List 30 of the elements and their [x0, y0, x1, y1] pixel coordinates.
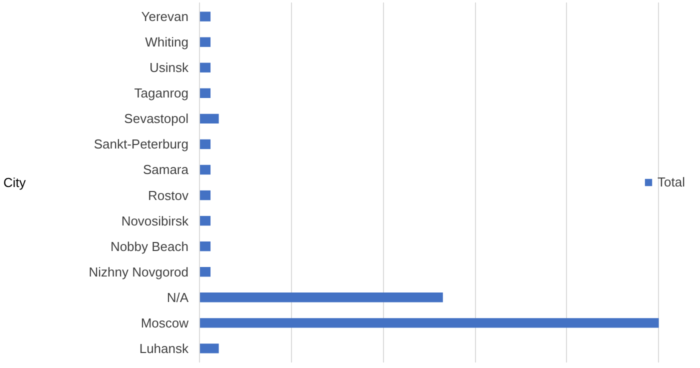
legend-label: Total — [658, 174, 685, 190]
y-tick-label: Whiting — [145, 34, 189, 50]
y-tick-label: Novosibirsk — [121, 213, 189, 228]
bar — [200, 139, 211, 150]
bar — [200, 292, 443, 302]
y-tick-label: Moscow — [140, 315, 190, 330]
y-tick-label: Taganrog — [134, 86, 189, 101]
bar — [200, 114, 219, 124]
y-tick-label: Yerevan — [141, 9, 189, 24]
bar — [200, 88, 211, 98]
bar — [200, 12, 211, 22]
bar — [200, 267, 211, 277]
y-tick-label: N/A — [166, 290, 189, 305]
bar — [200, 62, 211, 72]
bar — [200, 190, 211, 200]
y-tick-label: Luhansk — [139, 340, 189, 356]
y-tick-label: Rostov — [148, 188, 189, 203]
bar — [200, 216, 211, 226]
bar — [200, 164, 211, 175]
bar — [200, 344, 219, 354]
y-tick-label: Samara — [142, 162, 190, 178]
bar — [200, 318, 659, 328]
y-tick-label: Usinsk — [149, 60, 189, 76]
y-tick-label: Sevastopol — [124, 111, 189, 126]
y-axis-title: City — [3, 175, 26, 190]
y-tick-label: Nobby Beach — [110, 238, 189, 254]
bar — [200, 241, 211, 252]
bar — [200, 37, 211, 47]
y-tick-label: Sankt-Peterburg — [94, 136, 189, 152]
y-tick-label: Nizhny Novgorod — [88, 264, 189, 280]
